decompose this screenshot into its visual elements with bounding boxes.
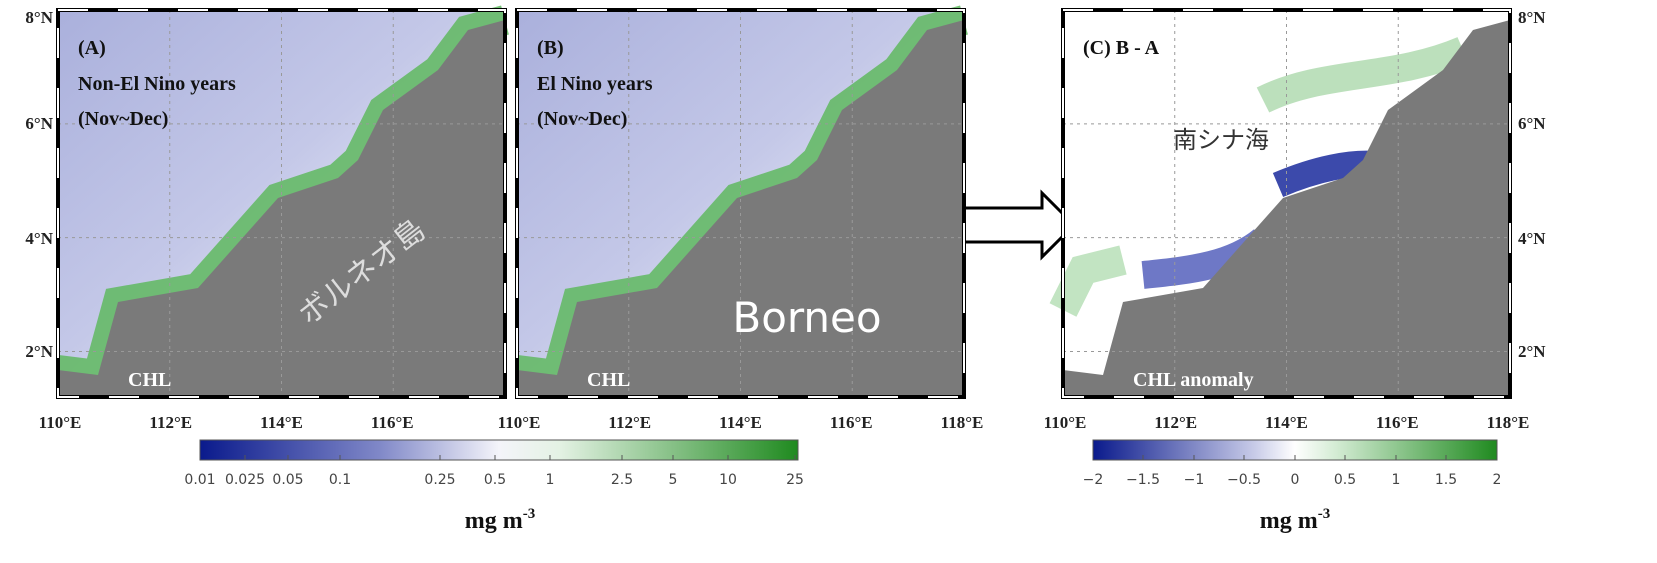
lon-label: 114°E — [260, 413, 303, 432]
colorbar-tick-label: 0.01 — [184, 472, 215, 488]
lon-label: 112°E — [149, 413, 192, 432]
lon-label: 114°E — [719, 413, 762, 432]
colorbar-units: mg m-3 — [465, 506, 535, 534]
map-panel: (B) El Nino years (Nov~Dec) CHL Borneo — [517, 10, 964, 397]
lat-label: 6°N — [1518, 114, 1546, 133]
lon-label: 110°E — [498, 413, 541, 432]
units-text: mg m — [1260, 508, 1318, 534]
panel-label: (B) — [537, 37, 564, 59]
lon-label: 116°E — [1376, 413, 1419, 432]
colorbar-tick-label: 1 — [1392, 472, 1401, 488]
lon-label: 116°E — [371, 413, 414, 432]
colorbar-tick-label: 25 — [786, 472, 804, 488]
variable-label: CHL — [587, 369, 630, 391]
colorbar-tick-label: 5 — [669, 472, 678, 488]
colorbar-tick-label: 0.25 — [424, 472, 455, 488]
units-sup: -3 — [1318, 506, 1331, 522]
lon-label: 110°E — [39, 413, 82, 432]
panel-title: El Nino years — [537, 73, 653, 95]
colorbar-tick-label: 0 — [1291, 472, 1300, 488]
figure: (A)Non-El Nino years(Nov~Dec)CHLボルネオ島110… — [0, 0, 1657, 563]
colorbar-tick-label: 2.5 — [611, 472, 633, 488]
lon-label: 112°E — [608, 413, 651, 432]
panel-title: (Nov~Dec) — [537, 108, 627, 130]
sea-label: 南シナ海 — [1173, 127, 1269, 154]
colorbar — [200, 440, 798, 460]
map-panel: (C) B - A CHL anomaly 南シナ海 — [1063, 10, 1510, 397]
lon-label: 112°E — [1154, 413, 1197, 432]
colorbar-tick-label: 10 — [719, 472, 737, 488]
variable-label: CHL — [128, 369, 171, 391]
colorbar-tick-label: 1.5 — [1435, 472, 1457, 488]
lon-label: 118°E — [941, 413, 984, 432]
lat-label: 2°N — [1518, 342, 1546, 361]
colorbar-tick-label: −1.5 — [1126, 472, 1160, 488]
variable-label: CHL anomaly — [1133, 369, 1254, 391]
colorbar-units: mg m-3 — [1260, 506, 1330, 534]
units-text: mg m — [465, 508, 523, 534]
panel-label: (A) — [78, 37, 106, 59]
arrow — [960, 193, 1074, 257]
units-sup: -3 — [523, 506, 536, 522]
lat-label: 6°N — [25, 114, 53, 133]
lat-label: 4°N — [1518, 229, 1546, 248]
lat-label: 4°N — [25, 229, 53, 248]
colorbar-tick-label: 0.025 — [225, 472, 265, 488]
colorbar-tick-label: 0.5 — [1334, 472, 1356, 488]
colorbar-tick-label: 2 — [1493, 472, 1502, 488]
lon-label: 118°E — [1487, 413, 1530, 432]
colorbar-tick-label: 1 — [546, 472, 555, 488]
lon-label: 110°E — [1044, 413, 1087, 432]
panel-label: (C) B - A — [1083, 37, 1160, 59]
lat-label: 8°N — [1518, 8, 1546, 27]
lon-label: 116°E — [830, 413, 873, 432]
colorbar-tick-label: 0.1 — [329, 472, 351, 488]
lon-label: 114°E — [1265, 413, 1308, 432]
panel-title: Non-El Nino years — [78, 73, 236, 95]
colorbar-tick-label: 0.5 — [484, 472, 506, 488]
colorbar-tick-label: −2 — [1083, 472, 1104, 488]
colorbar-tick-label: −0.5 — [1227, 472, 1261, 488]
lat-label: 2°N — [25, 342, 53, 361]
island-label: Borneo — [732, 293, 881, 342]
panel-title: (Nov~Dec) — [78, 108, 168, 130]
colorbar-tick-label: −1 — [1184, 472, 1205, 488]
colorbar-tick-label: 0.05 — [272, 472, 303, 488]
lat-label: 8°N — [25, 8, 53, 27]
